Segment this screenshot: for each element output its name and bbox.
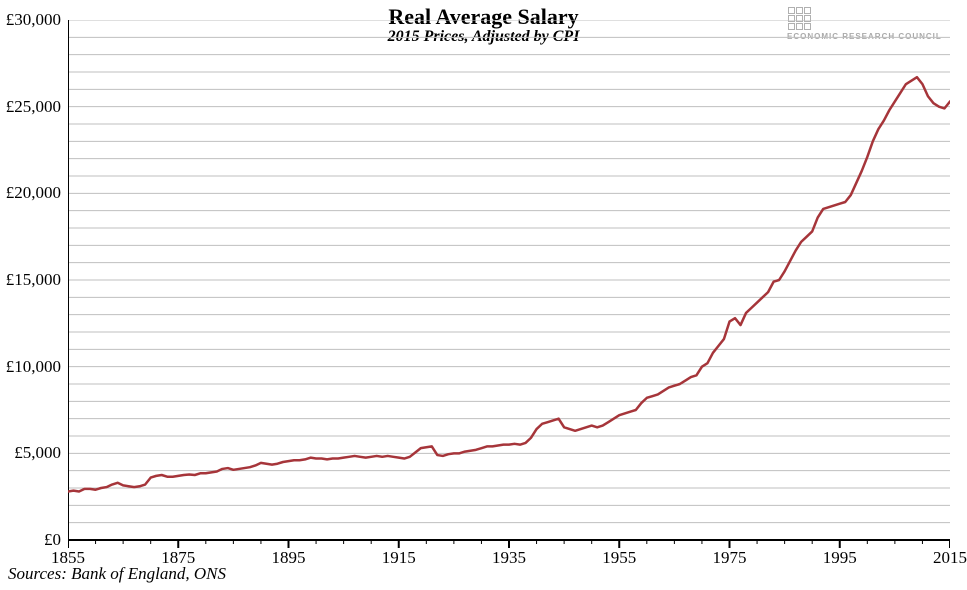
y-axis-tick-label: £5,000 — [1, 443, 61, 463]
x-axis-tick-label: 1935 — [492, 548, 526, 568]
data-line — [68, 77, 950, 491]
x-axis-tick-label: 1955 — [602, 548, 636, 568]
x-axis-tick-label: 1975 — [713, 548, 747, 568]
x-axis-tick-label: 1895 — [272, 548, 306, 568]
x-axis-tick-label: 2015 — [933, 548, 967, 568]
y-axis-tick-label: £0 — [1, 530, 61, 550]
y-axis-tick-label: £10,000 — [1, 357, 61, 377]
y-axis-tick-label: £25,000 — [1, 97, 61, 117]
chart-plot-area — [68, 20, 950, 560]
y-axis-tick-label: £30,000 — [1, 10, 61, 30]
tick-marks — [68, 20, 950, 548]
gridlines — [68, 20, 950, 523]
x-axis-tick-label: 1855 — [51, 548, 85, 568]
x-axis-tick-label: 1915 — [382, 548, 416, 568]
y-axis-tick-label: £15,000 — [1, 270, 61, 290]
x-axis-tick-label: 1875 — [161, 548, 195, 568]
x-axis-tick-label: 1995 — [823, 548, 857, 568]
y-axis-tick-label: £20,000 — [1, 183, 61, 203]
chart-container: Real Average Salary 2015 Prices, Adjuste… — [0, 0, 967, 590]
